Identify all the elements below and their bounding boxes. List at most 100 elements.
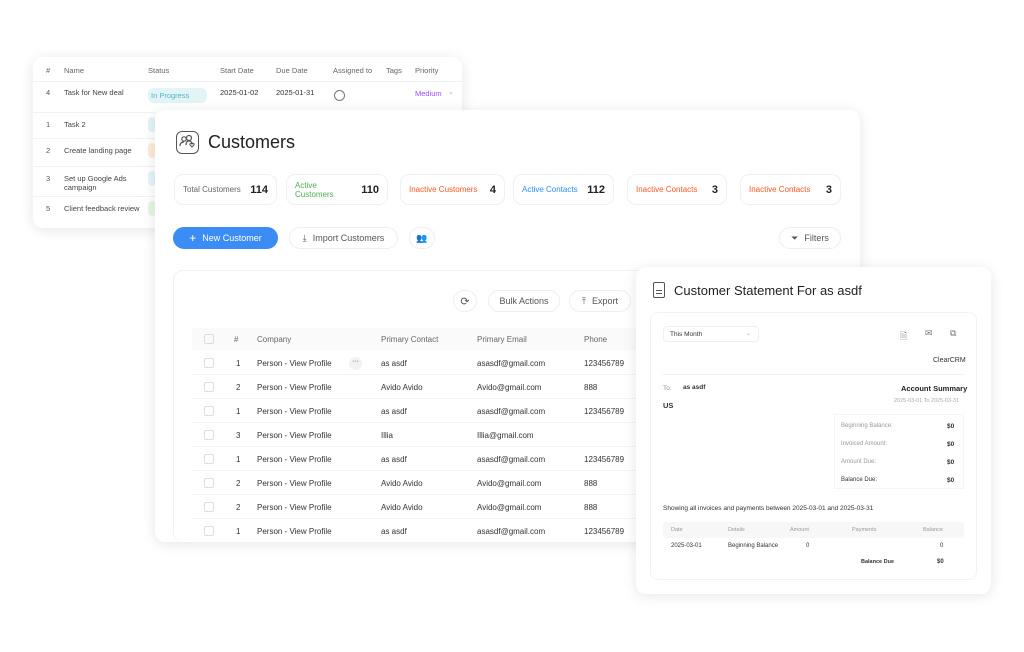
filter-icon: ⏷ <box>791 232 799 243</box>
import-customers-button[interactable]: ⤓ Import Customers <box>289 227 398 249</box>
more-options-icon[interactable]: ··· <box>349 357 362 370</box>
primary-contact: as asdf <box>381 407 407 416</box>
bulk-actions-button[interactable]: Bulk Actions <box>488 290 560 312</box>
company-link[interactable]: Person - View Profile <box>257 503 332 512</box>
task-number: 5 <box>46 204 51 213</box>
new-customer-button[interactable]: + New Customer <box>173 227 278 249</box>
task-name[interactable]: Create landing page <box>64 146 132 155</box>
table-row[interactable] <box>192 399 636 423</box>
row-checkbox[interactable] <box>204 358 214 368</box>
status-dropdown[interactable]: In Progress <box>148 88 207 103</box>
summary-label: Beginning Balance: <box>841 423 893 429</box>
customers-icon <box>176 131 199 154</box>
table-header <box>192 328 636 350</box>
priority-dropdown[interactable]: Medium <box>415 89 442 98</box>
row-checkbox[interactable] <box>204 382 214 392</box>
phone: 123456789 <box>584 527 625 536</box>
stat-card: Total Customers 114 <box>174 174 277 205</box>
row-number: 1 <box>236 455 241 464</box>
table-row[interactable] <box>192 351 636 375</box>
table-row[interactable] <box>192 471 636 495</box>
primary-email: Illia@gmail.com <box>477 431 534 440</box>
company-link[interactable]: Person - View Profile <box>257 359 332 368</box>
status-badge[interactable] <box>148 143 156 158</box>
company-link[interactable]: Person - View Profile <box>257 407 332 416</box>
start-date: 2025-01-02 <box>220 88 259 97</box>
chevron-down-icon: ⌄ <box>448 89 454 96</box>
stat-card: Active Contacts 112 <box>513 174 614 205</box>
table-row[interactable] <box>192 447 636 471</box>
chevron-down-icon: ⌄ <box>746 331 752 337</box>
company-link[interactable]: Person - View Profile <box>257 431 332 440</box>
primary-contact: as asdf <box>381 359 407 368</box>
row-number: 2 <box>236 503 241 512</box>
phone: 888 <box>584 479 598 488</box>
phone: 123456789 <box>584 455 625 464</box>
phone: 888 <box>584 383 598 392</box>
row-checkbox[interactable] <box>204 502 214 512</box>
row-checkbox[interactable] <box>204 526 214 536</box>
divider <box>33 81 462 82</box>
phone: 123456789 <box>584 407 625 416</box>
column-header: Status <box>148 66 170 75</box>
stat-label: Inactive Contacts <box>749 185 811 194</box>
primary-contact: as asdf <box>381 455 407 464</box>
statement-title: Customer Statement For as asdf <box>674 283 862 298</box>
document-icon <box>653 282 665 298</box>
status-badge[interactable] <box>148 117 156 132</box>
table-row[interactable] <box>192 495 636 519</box>
column-header: Details <box>728 527 745 533</box>
task-name[interactable]: Task 2 <box>64 120 86 129</box>
primary-contact: Avido Avido <box>381 479 423 488</box>
primary-contact: as asdf <box>381 527 407 536</box>
column-header: Phone <box>584 335 608 344</box>
table-row[interactable] <box>192 423 636 447</box>
column-header: Assigned to <box>333 66 373 75</box>
plus-icon: + <box>189 231 197 245</box>
stat-value: 3 <box>711 183 718 196</box>
row-checkbox[interactable] <box>204 454 214 464</box>
row-number: 2 <box>236 479 241 488</box>
groups-button[interactable]: 👥 <box>409 227 435 249</box>
company-link[interactable]: Person - View Profile <box>257 527 332 536</box>
download-icon: ⤓ <box>302 232 307 243</box>
column-header: Payments <box>852 527 877 533</box>
company-link[interactable]: Person - View Profile <box>257 455 332 464</box>
pdf-icon[interactable]: 🗎 <box>900 331 908 341</box>
primary-contact: Illia <box>381 431 394 440</box>
upload-icon: ⤒ <box>582 295 586 306</box>
row-checkbox[interactable] <box>204 478 214 488</box>
summary-value: $0 <box>947 423 955 430</box>
row-checkbox[interactable] <box>204 406 214 416</box>
stat-value: 114 <box>250 183 268 196</box>
company-link[interactable]: Person - View Profile <box>257 383 332 392</box>
task-name[interactable]: Task for New deal <box>64 88 124 97</box>
primary-contact: Avido Avido <box>381 383 423 392</box>
status-badge[interactable] <box>148 171 156 186</box>
stat-label: Total Customers <box>183 185 241 194</box>
company-link[interactable]: Person - View Profile <box>257 479 332 488</box>
export-button[interactable]: ⤒ Export <box>569 290 631 312</box>
row-checkbox[interactable] <box>204 430 214 440</box>
period-select[interactable]: This Month ⌄ <box>663 326 759 342</box>
share-icon[interactable]: ⧉ <box>950 328 957 338</box>
task-name[interactable]: Set up Google Ads campaign <box>64 174 127 192</box>
page-title: Customers <box>208 132 296 152</box>
select-all-checkbox[interactable] <box>204 334 214 344</box>
task-name[interactable]: Client feedback review <box>64 204 140 213</box>
task-number: 2 <box>46 146 51 155</box>
user-avatar-icon[interactable] <box>334 90 345 101</box>
column-header: Tags <box>386 66 402 75</box>
stat-label: Inactive Contacts <box>636 185 698 194</box>
filters-button[interactable]: ⏷ Filters <box>779 227 841 249</box>
primary-email: asasdf@gmail.com <box>477 527 546 536</box>
mail-icon[interactable]: ✉ <box>925 328 933 338</box>
table-row[interactable] <box>192 375 636 399</box>
refresh-button[interactable]: ⟳ <box>453 290 477 312</box>
status-badge[interactable] <box>148 201 156 216</box>
summary-box <box>834 414 964 489</box>
table-row[interactable] <box>192 519 636 543</box>
column-header: Name <box>64 66 85 75</box>
stat-value: 110 <box>361 183 379 196</box>
stat-card: Inactive Contacts 3 <box>627 174 727 205</box>
